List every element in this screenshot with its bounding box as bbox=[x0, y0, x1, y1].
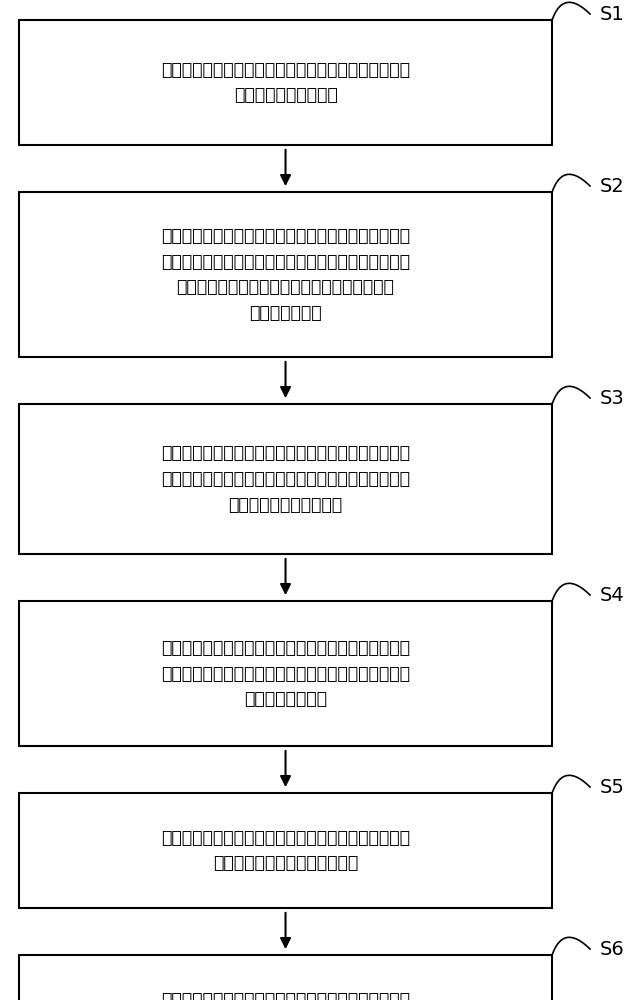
Bar bbox=[19, 955, 552, 1000]
Text: 在监测到起重机发出启动命令后的瞬间使变频器启动，
时设定变频器的频率为某一启动频率，检测变频器输出
转矩达到设定阀値后，变频器输出抱闸打开信号
，抱闸开始打开: 在监测到起重机发出启动命令后的瞬间使变频器启动， 时设定变频器的频率为某一启动频… bbox=[161, 227, 410, 322]
Text: 当变频器的输出频率下降到抱闸闭合阀値后，变频器输
出抱闸闭合信号，抱闸开始闭合: 当变频器的输出频率下降到抱闸闭合阀値后，变频器输 出抱闸闭合信号，抱闸开始闭合 bbox=[161, 829, 410, 872]
Text: S3: S3 bbox=[599, 389, 625, 408]
Text: S4: S4 bbox=[599, 586, 625, 605]
Text: 在负载上升或下降到指定高度后，起重机发出停机指令
，此时变频器的给定频率按设定减速斜率减小，变频器
进入减速运行阶段: 在负载上升或下降到指定高度后，起重机发出停机指令 ，此时变频器的给定频率按设定减… bbox=[161, 639, 410, 708]
Text: 起重机与变频器均处于停机状态，变频器对起重机的运
行命令进行实时监测；: 起重机与变频器均处于停机状态，变频器对起重机的运 行命令进行实时监测； bbox=[161, 61, 410, 104]
Bar bbox=[19, 20, 552, 145]
Text: 变频器继续减速至停机频率，保持该频率运行一段时间
，直至抱闸完全闭合，然后变频器完全停机: 变频器继续减速至停机频率，保持该频率运行一段时间 ，直至抱闸完全闭合，然后变频器… bbox=[161, 991, 410, 1000]
Bar bbox=[19, 404, 552, 554]
Text: S5: S5 bbox=[599, 778, 625, 797]
Text: S2: S2 bbox=[599, 176, 625, 196]
Bar bbox=[19, 601, 552, 746]
Bar bbox=[19, 793, 552, 908]
Text: S6: S6 bbox=[599, 940, 625, 959]
Bar bbox=[19, 192, 552, 357]
Text: 在变频器启动后，其保持正向启动频率运行，直到抱闸
完全打开后，此时变频器按设定的运行频率运行，起重
机带着负载上升或下降；: 在变频器启动后，其保持正向启动频率运行，直到抱闸 完全打开后，此时变频器按设定的… bbox=[161, 444, 410, 514]
Text: S1: S1 bbox=[599, 4, 625, 23]
